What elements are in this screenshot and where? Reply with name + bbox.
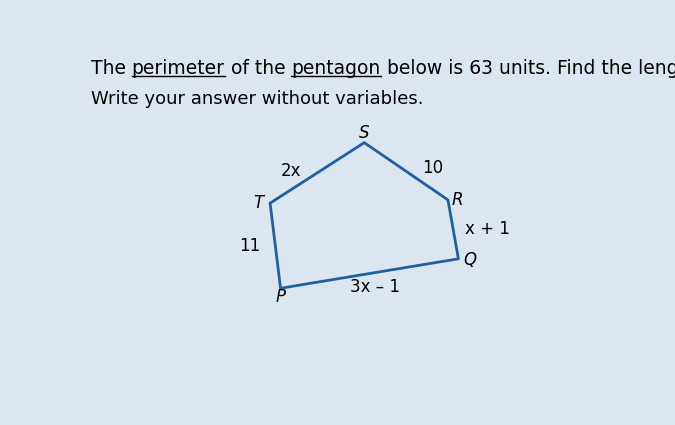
Text: T: T [254, 194, 264, 212]
Text: perimeter: perimeter [132, 59, 225, 78]
Text: 2x: 2x [281, 162, 301, 180]
Text: of the: of the [225, 59, 292, 78]
Text: S: S [359, 125, 369, 142]
Text: 11: 11 [240, 237, 261, 255]
Text: pentagon: pentagon [292, 59, 381, 78]
Text: P: P [275, 289, 286, 306]
Text: below is 63 units. Find the length of side: below is 63 units. Find the length of si… [381, 59, 675, 78]
Text: 10: 10 [422, 159, 443, 177]
Text: R: R [452, 191, 463, 209]
Text: 3x – 1: 3x – 1 [350, 278, 400, 296]
Text: Q: Q [463, 252, 477, 269]
Text: Write your answer without variables.: Write your answer without variables. [90, 90, 423, 108]
Text: The: The [90, 59, 132, 78]
Text: x + 1: x + 1 [465, 220, 510, 238]
